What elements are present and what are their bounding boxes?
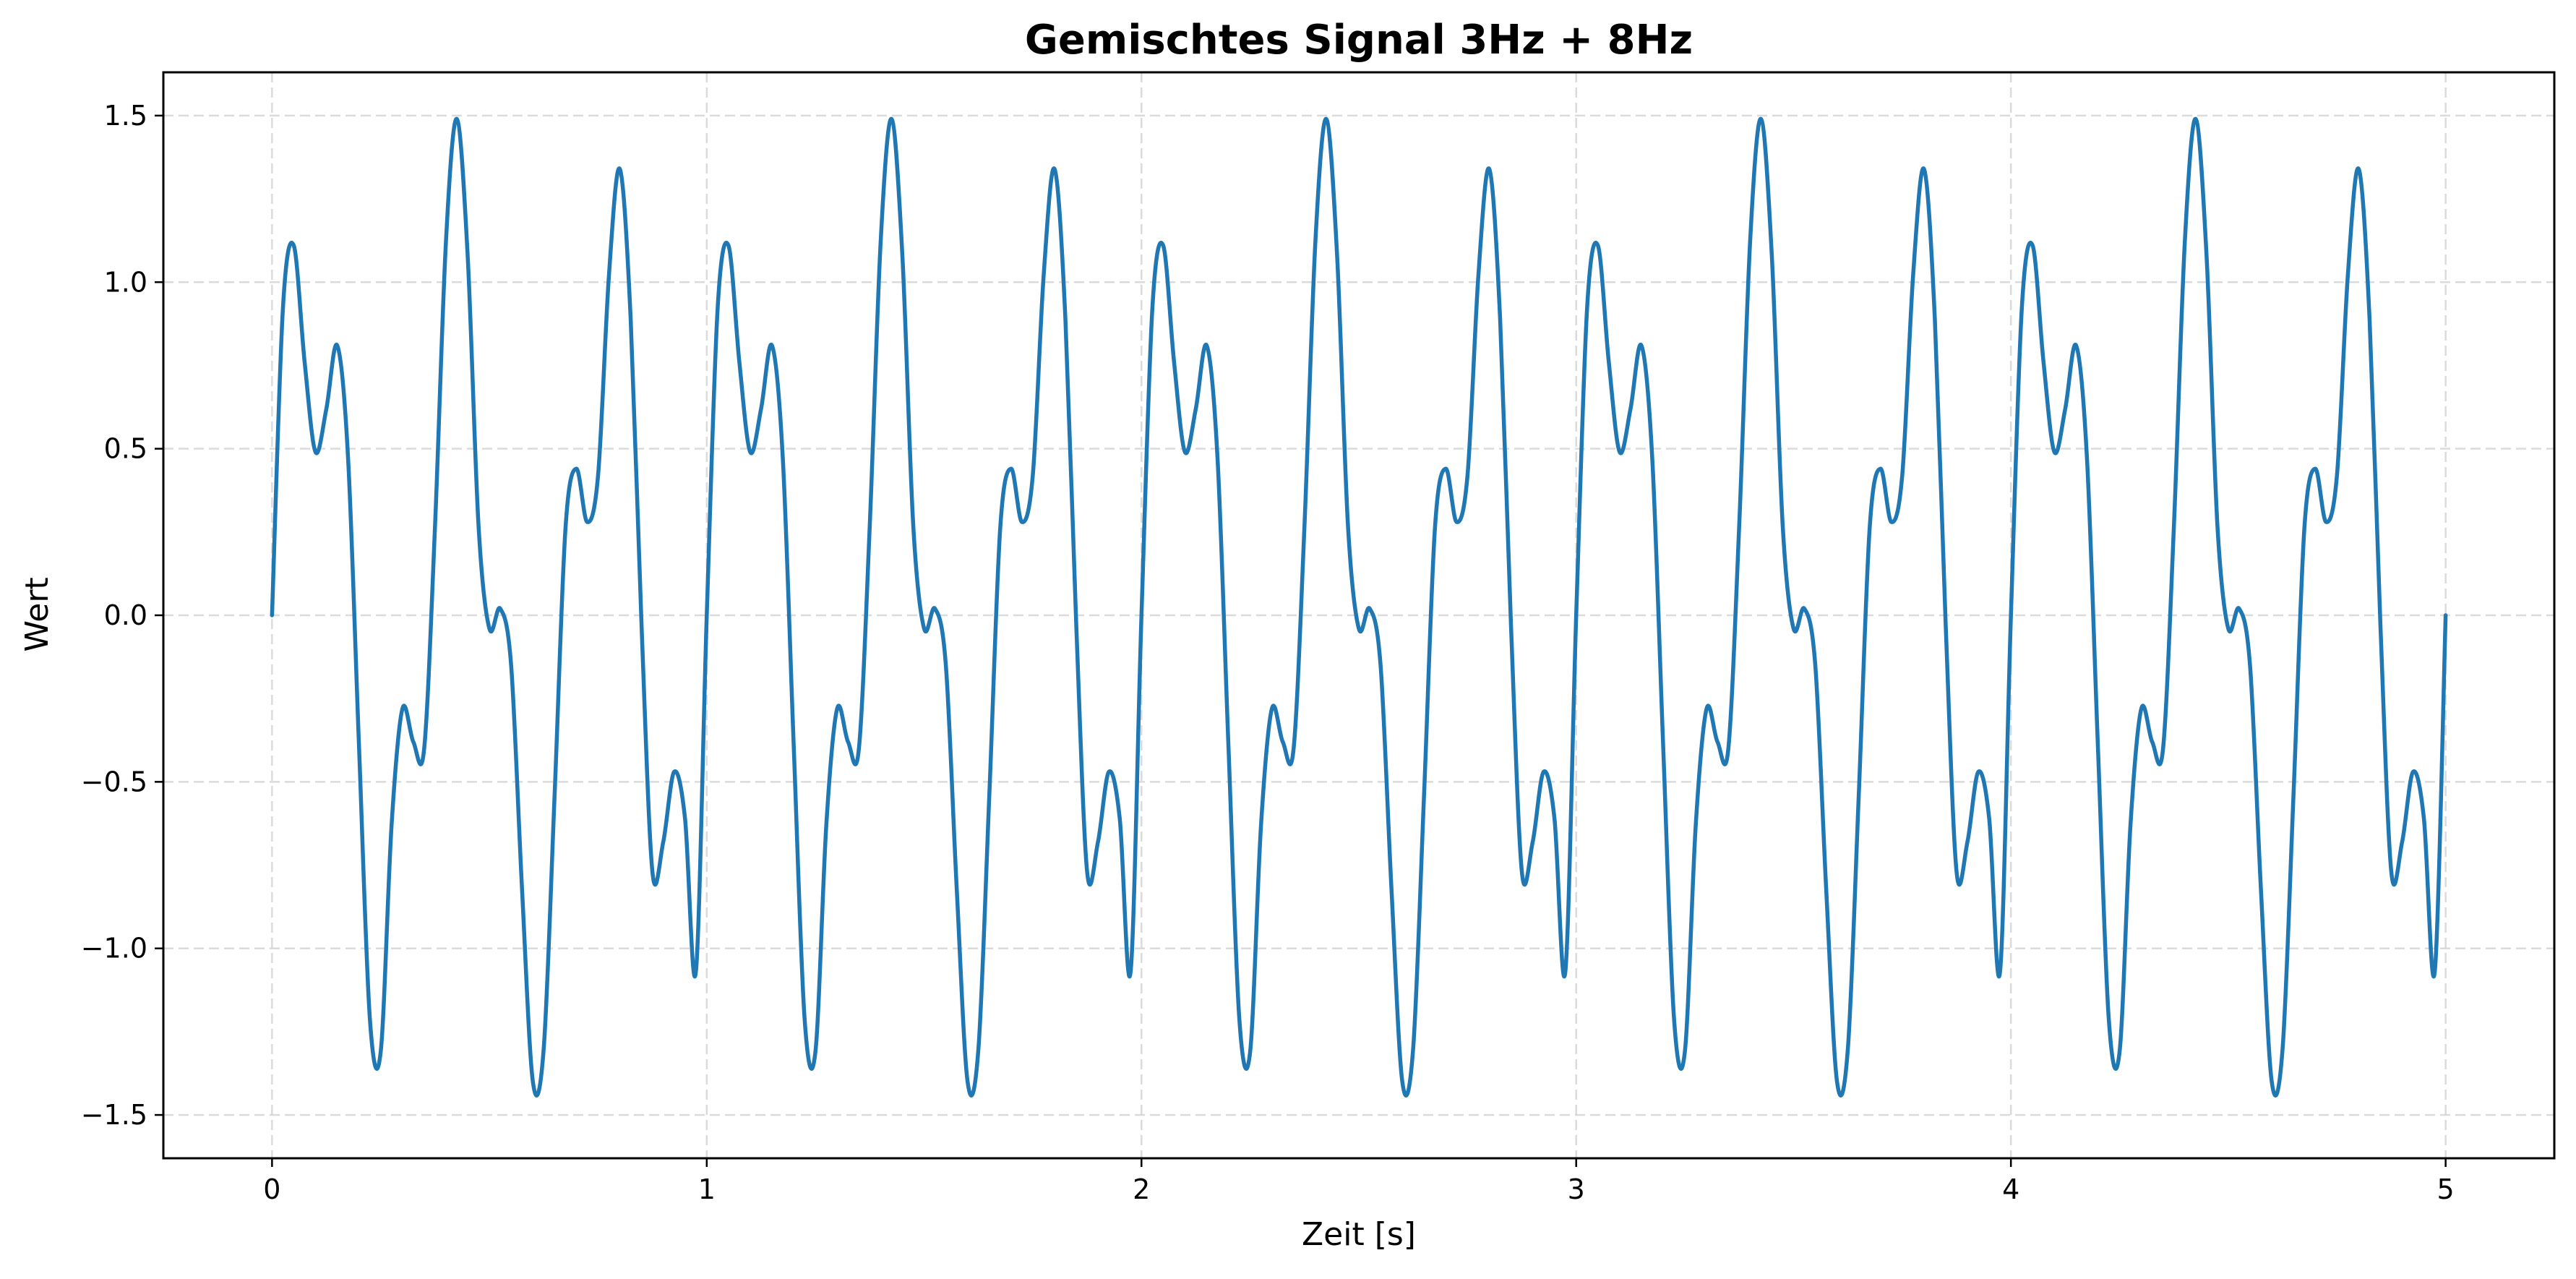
x-tick-label: 0	[263, 1173, 280, 1205]
y-tick-label: 0.0	[104, 599, 147, 631]
y-tick-label: 0.5	[104, 433, 147, 465]
x-tick-label: 1	[698, 1173, 716, 1205]
y-tick-label: −1.5	[81, 1099, 147, 1131]
x-tick-label: 3	[1568, 1173, 1585, 1205]
y-axis: −1.5 −1.0 −0.5 0.0 0.5 1.0 1.5	[81, 100, 163, 1131]
x-tick-label: 5	[2437, 1173, 2455, 1205]
y-axis-title: Wert	[19, 577, 56, 651]
x-tick-label: 4	[2002, 1173, 2019, 1205]
x-tick-label: 2	[1133, 1173, 1150, 1205]
y-tick-label: 1.0	[104, 266, 147, 298]
series-layer	[270, 116, 2448, 1098]
signal-line	[270, 116, 2448, 1098]
y-tick-label: 1.5	[104, 100, 147, 132]
x-axis: 0 1 2 3 4 5	[263, 1158, 2455, 1205]
grid	[163, 72, 2554, 1158]
y-tick-label: −0.5	[81, 766, 147, 797]
chart-title: Gemischtes Signal 3Hz + 8Hz	[1025, 17, 1693, 64]
x-axis-title: Zeit [s]	[1302, 1216, 1416, 1253]
y-tick-label: −1.0	[81, 933, 147, 964]
